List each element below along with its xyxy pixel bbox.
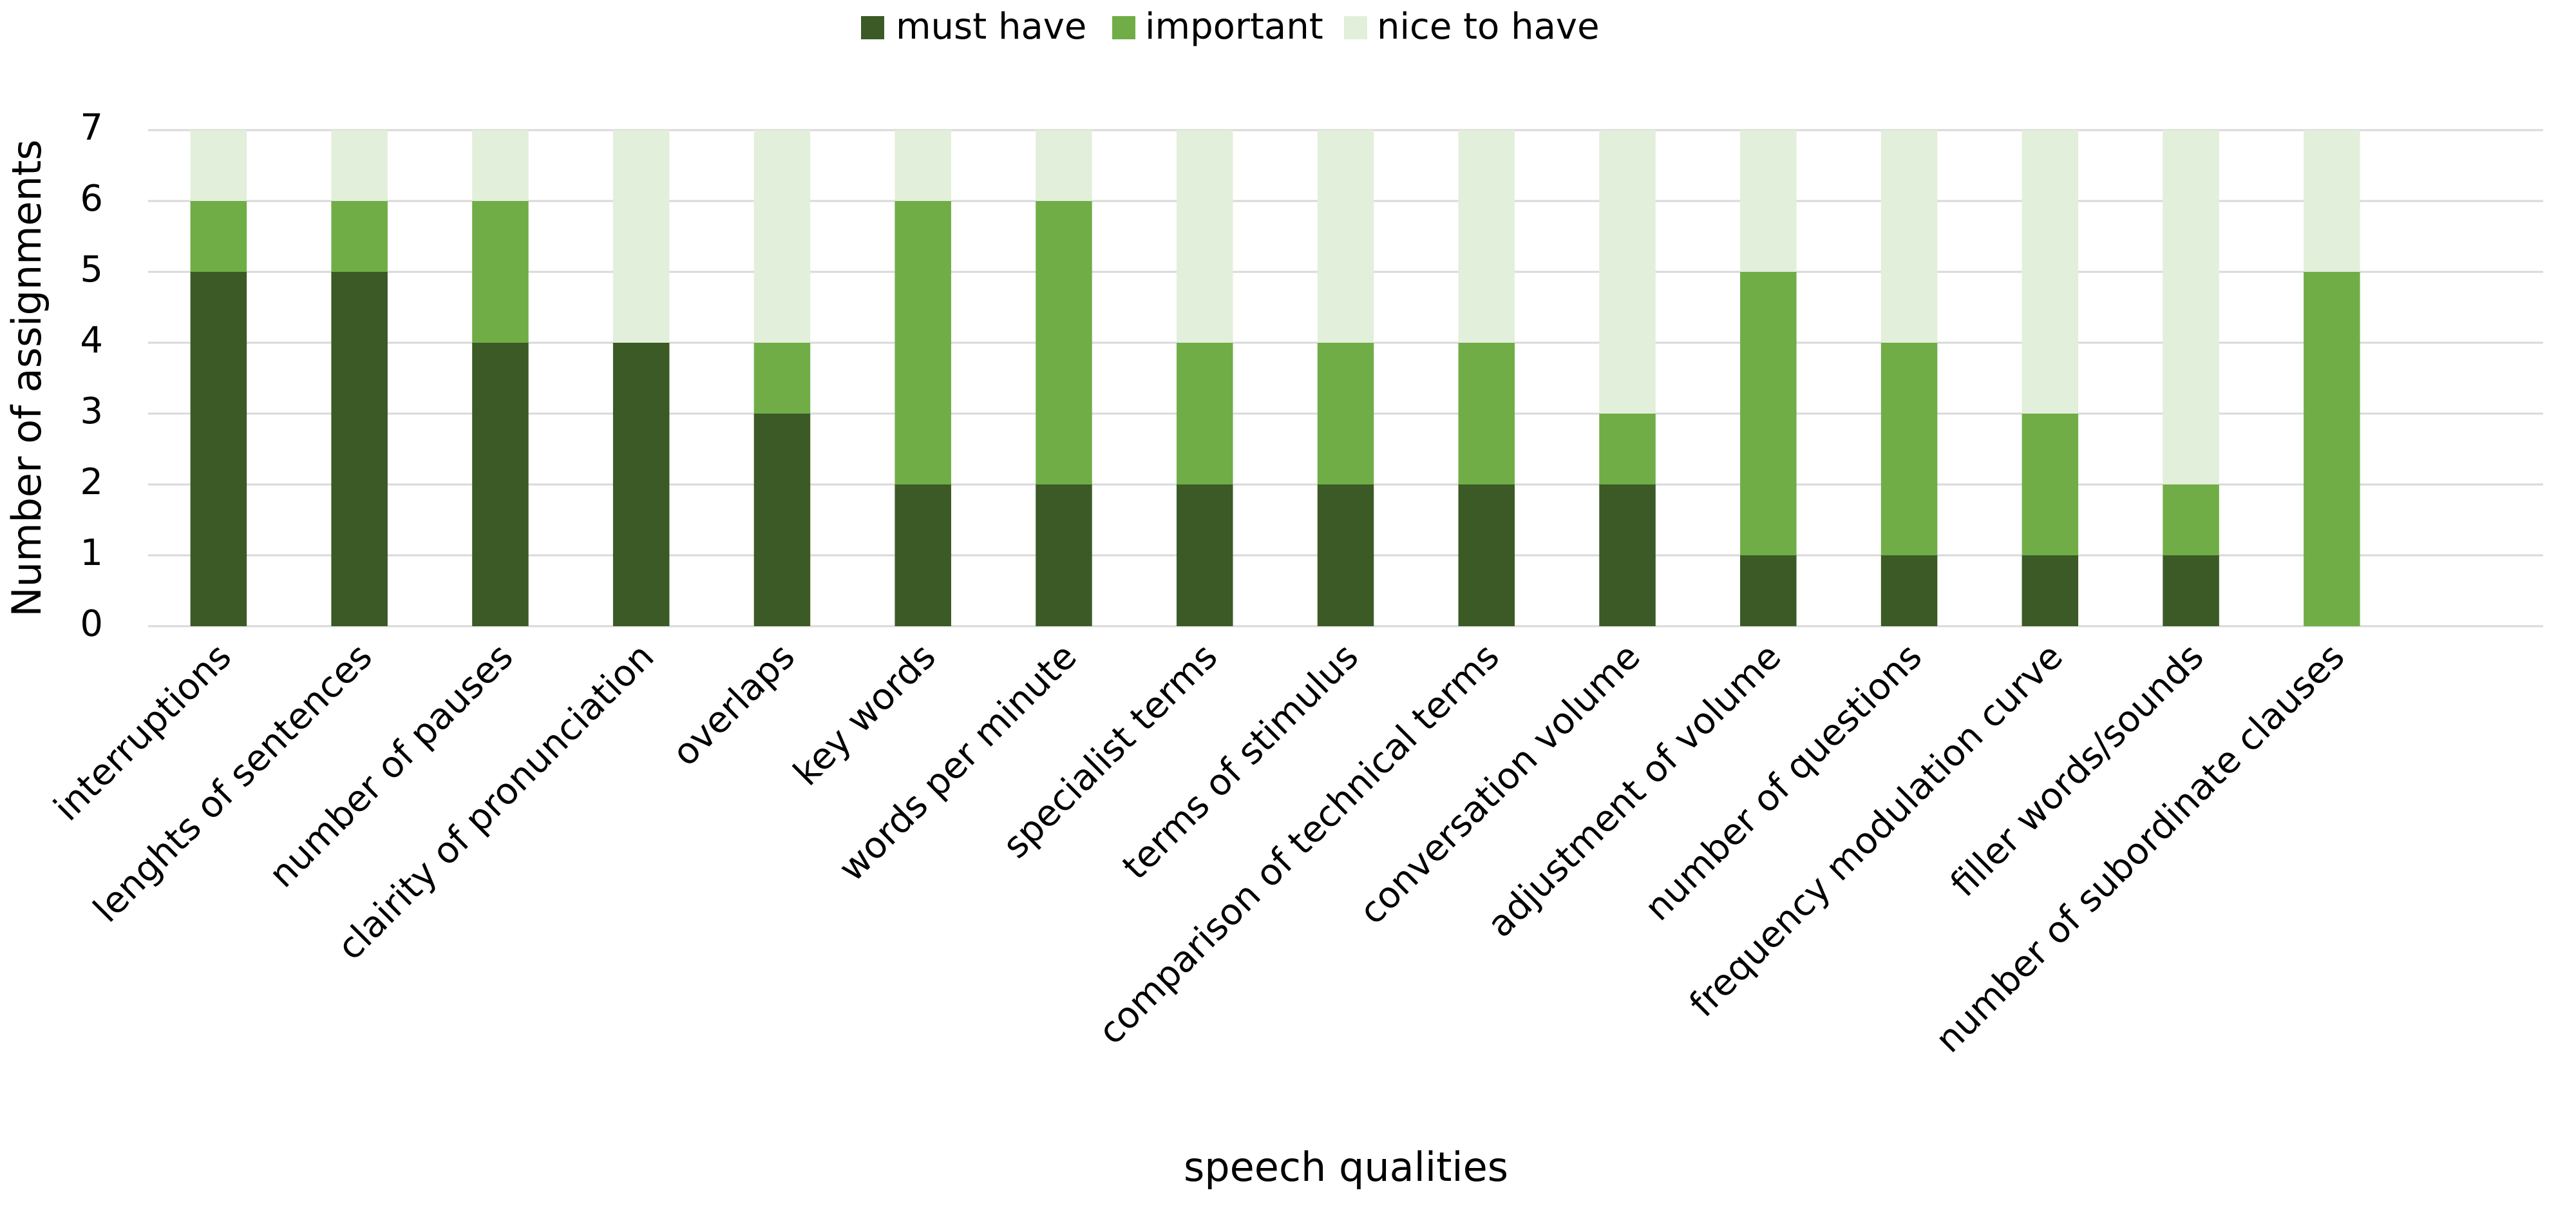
bar-segment bbox=[895, 130, 951, 201]
bar-segment bbox=[1036, 201, 1092, 484]
y-tick-label: 3 bbox=[80, 390, 103, 432]
bar-segment bbox=[895, 484, 951, 626]
legend-swatch bbox=[861, 16, 884, 39]
bar-segment bbox=[1036, 130, 1092, 201]
bar-segment bbox=[1458, 343, 1515, 484]
x-tick-label: terms of stimulus bbox=[1115, 636, 1367, 888]
bar-segment bbox=[753, 130, 811, 343]
x-tick-label: lenghts of sentences bbox=[86, 636, 381, 931]
x-tick-label: number of pauses bbox=[261, 636, 522, 896]
legend-label: important bbox=[1145, 6, 1323, 48]
legend-label: nice to have bbox=[1377, 6, 1600, 48]
bar-segment bbox=[1880, 555, 1938, 626]
x-tick-label: adjustment of volume bbox=[1479, 636, 1789, 946]
bar-segment bbox=[1317, 343, 1374, 484]
bar-segment bbox=[472, 343, 529, 626]
bar-segment bbox=[895, 201, 951, 484]
x-tick-label: overlaps bbox=[665, 636, 803, 774]
bar-segment bbox=[2022, 555, 2079, 626]
bar-segment bbox=[472, 201, 529, 343]
bar-segment bbox=[1880, 343, 1938, 555]
y-tick-label: 4 bbox=[80, 320, 103, 361]
y-tick-label: 0 bbox=[80, 603, 103, 645]
legend-swatch bbox=[1344, 16, 1367, 39]
bar-segment bbox=[2022, 414, 2079, 555]
bar-segment bbox=[190, 272, 247, 626]
bar-segment bbox=[1176, 484, 1233, 626]
x-tick-label: number of questions bbox=[1637, 636, 1931, 930]
bar-segment bbox=[2163, 555, 2219, 626]
bar-segment bbox=[331, 130, 388, 201]
bar-segment bbox=[190, 130, 247, 201]
bar-segment bbox=[1599, 130, 1656, 414]
legend-swatch bbox=[1112, 16, 1135, 39]
bar-segment bbox=[331, 201, 388, 272]
legend-label: must have bbox=[896, 6, 1086, 48]
y-tick-label: 6 bbox=[80, 178, 103, 220]
bar-segment bbox=[472, 130, 529, 201]
bar-segment bbox=[1176, 343, 1233, 484]
bar-segment bbox=[2163, 130, 2219, 484]
bar-segment bbox=[1740, 130, 1797, 272]
bar-segment bbox=[2163, 484, 2219, 555]
bar-segment bbox=[331, 272, 388, 626]
bar-segment bbox=[1599, 414, 1656, 484]
bar-segment bbox=[2022, 130, 2079, 414]
bar-segment bbox=[2304, 272, 2360, 626]
bar-segment bbox=[1176, 130, 1233, 343]
y-tick-label: 7 bbox=[80, 107, 103, 149]
bar-segment bbox=[1317, 484, 1374, 626]
bar-segment bbox=[753, 343, 811, 414]
bar-segment bbox=[1458, 130, 1515, 343]
bar-segment bbox=[1740, 272, 1797, 555]
bar-segment bbox=[1458, 484, 1515, 626]
bar-segment bbox=[1599, 484, 1656, 626]
y-tick-label: 1 bbox=[80, 532, 103, 574]
bar-segment bbox=[612, 130, 670, 343]
x-axis-title: speech qualities bbox=[1184, 1144, 1508, 1191]
y-tick-label: 5 bbox=[80, 249, 103, 291]
bar-segment bbox=[1036, 484, 1092, 626]
bar-segment bbox=[2304, 130, 2360, 272]
x-tick-label: filler words/sounds bbox=[1942, 636, 2211, 905]
bar-segment bbox=[1880, 130, 1938, 343]
bar-segment bbox=[190, 201, 247, 272]
x-tick-label: conversation volume bbox=[1351, 636, 1648, 933]
bar-segment bbox=[1317, 130, 1374, 343]
y-tick-label: 2 bbox=[80, 461, 103, 503]
bar-segment bbox=[753, 414, 811, 626]
x-tick-label: words per minute bbox=[831, 636, 1085, 890]
y-axis-title: Number of assignments bbox=[3, 139, 50, 617]
bar-segment bbox=[612, 343, 670, 626]
bar-segment bbox=[1740, 555, 1797, 626]
